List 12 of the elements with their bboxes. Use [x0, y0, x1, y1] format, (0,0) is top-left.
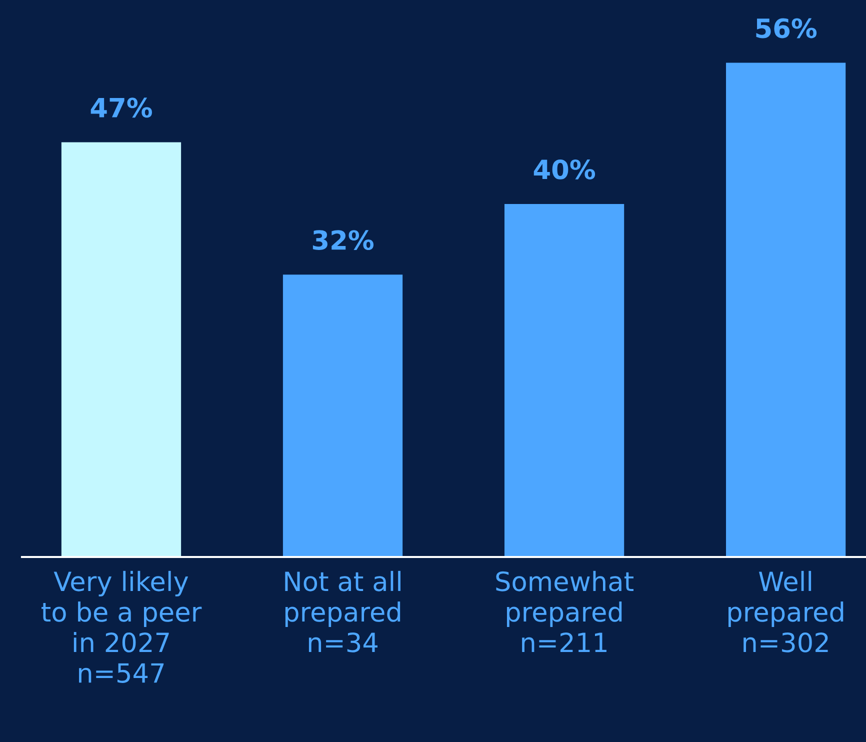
bar	[504, 204, 624, 557]
x-tick-label: Somewhat prepared n=211	[496, 570, 634, 652]
data-label: 40%	[534, 159, 596, 180]
data-label: 47%	[90, 98, 152, 118]
x-tick-label: Very likely to be a peer in 2027 n=547	[42, 570, 202, 683]
bar	[726, 62, 846, 557]
bar	[61, 142, 182, 557]
x-tick-label: Well prepared n=302	[728, 570, 844, 652]
x-tick-label: Not at all prepared n=34	[285, 570, 400, 652]
bar	[282, 274, 403, 557]
data-label: 56%	[756, 18, 817, 38]
data-label: 32%	[312, 230, 374, 250]
